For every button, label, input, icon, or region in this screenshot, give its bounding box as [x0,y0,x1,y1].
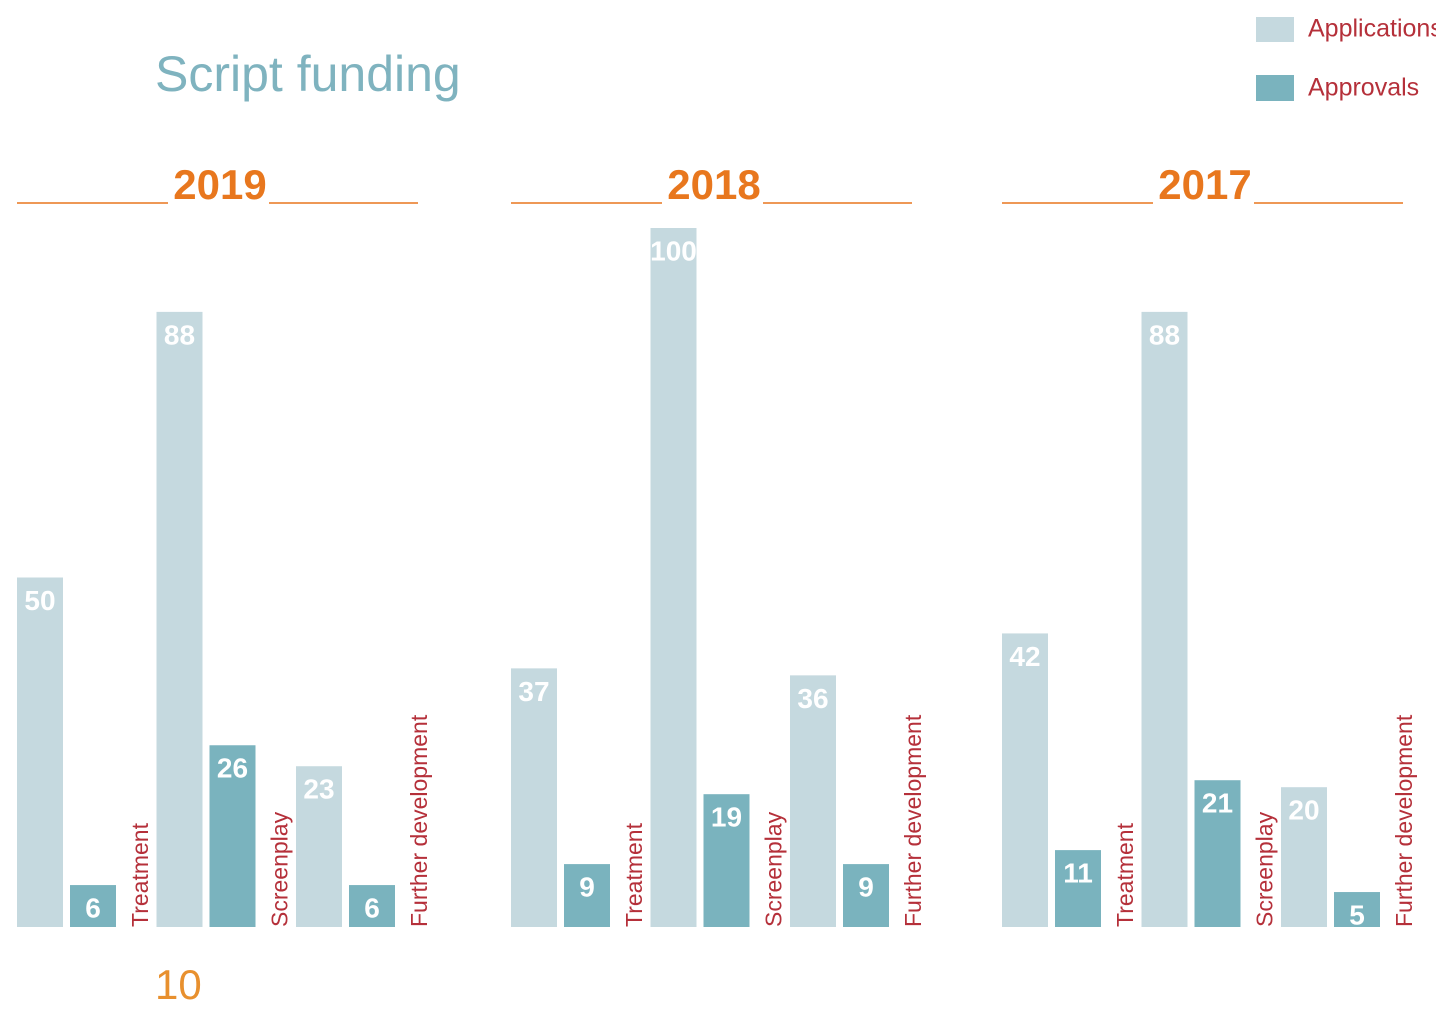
legend-label: Applications [1308,15,1436,43]
bar [1141,311,1188,927]
legend-swatch [1256,17,1294,42]
bar [511,668,557,927]
value-label: 20 [1288,795,1319,826]
category-label: Treatment [1112,822,1138,927]
bar [843,864,889,927]
bar [650,228,697,927]
bar [1055,850,1101,927]
bar [790,675,836,927]
bar [703,794,750,927]
category-label: Screenplay [761,811,787,927]
panel-title: 2018 [667,161,760,208]
value-label: 6 [364,892,380,923]
bar [349,885,395,927]
category-label: Further development [406,714,432,927]
category-label: Further development [900,714,926,927]
value-label: 37 [518,676,549,707]
bar [296,766,342,927]
value-label: 36 [797,683,828,714]
legend-swatch [1256,75,1294,101]
value-label: 9 [579,871,595,902]
page-number: 10 [155,961,202,1008]
value-label: 21 [1202,788,1233,819]
category-label: Treatment [127,822,153,927]
value-label: 88 [1149,319,1180,350]
category-label: Further development [1391,714,1417,927]
value-label: 6 [85,892,101,923]
bar [564,864,610,927]
value-label: 23 [303,774,334,805]
bar [1281,787,1327,927]
value-label: 11 [1063,858,1093,889]
bar [17,577,63,927]
bar [70,885,116,927]
bar [1334,892,1380,927]
value-label: 19 [711,802,742,833]
legend-label: Approvals [1308,74,1419,102]
bar [209,745,256,927]
panel-title: 2019 [173,161,266,208]
value-label: 88 [164,319,195,350]
page-title: Script funding [155,46,461,102]
value-label: 9 [858,871,874,902]
bar [1194,780,1241,927]
value-label: 100 [650,235,697,266]
bar [156,311,203,927]
value-label: 26 [217,753,248,784]
bar [1002,633,1048,927]
value-label: 5 [1349,899,1365,930]
category-label: Treatment [621,822,647,927]
value-label: 42 [1009,641,1040,672]
category-label: Screenplay [1252,811,1278,927]
panel-title: 2017 [1158,161,1251,208]
category-label: Screenplay [267,811,293,927]
value-label: 50 [24,585,55,616]
